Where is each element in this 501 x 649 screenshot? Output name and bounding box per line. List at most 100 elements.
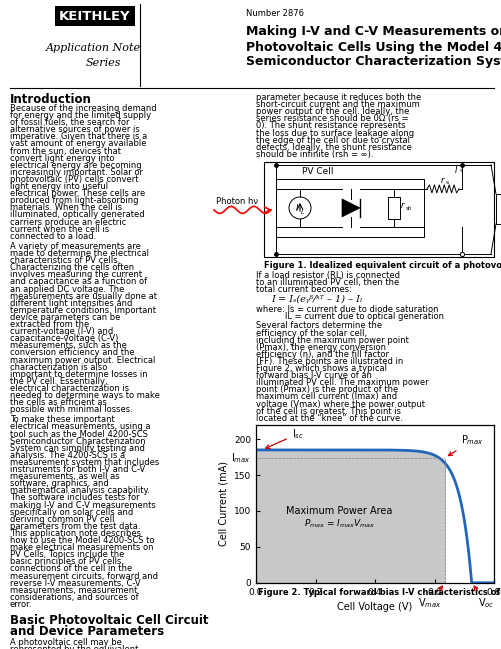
Text: Characterizing the cells often: Characterizing the cells often: [10, 263, 134, 272]
Text: device parameters can be: device parameters can be: [10, 313, 120, 322]
Text: photovoltaic (PV) cells convert: photovoltaic (PV) cells convert: [10, 175, 138, 184]
Text: series resistance should be 0Ω (rs =: series resistance should be 0Ω (rs =: [256, 114, 408, 123]
Text: Semiconductor Characterization System: Semiconductor Characterization System: [245, 56, 501, 69]
Text: Making I-V and C-V Measurements on Solar/: Making I-V and C-V Measurements on Solar…: [245, 25, 501, 38]
Text: (FF). These points are illustrated in: (FF). These points are illustrated in: [256, 357, 402, 366]
Text: measurements, such as the: measurements, such as the: [10, 341, 127, 350]
Text: To make these important: To make these important: [10, 415, 115, 424]
Text: Semiconductor Characterization: Semiconductor Characterization: [10, 437, 145, 446]
Text: r: r: [440, 177, 443, 186]
Text: P$_{max}$ = I$_{max}$V$_{max}$: P$_{max}$ = I$_{max}$V$_{max}$: [303, 518, 374, 530]
Text: should be infinite (rsh = ∞).: should be infinite (rsh = ∞).: [256, 150, 373, 159]
Text: important to determine losses in: important to determine losses in: [10, 370, 147, 379]
Text: alternative sources of power is: alternative sources of power is: [10, 125, 139, 134]
Text: I$_{max}$: I$_{max}$: [230, 451, 250, 465]
Text: of fossil fuels, the search for: of fossil fuels, the search for: [10, 118, 129, 127]
Text: total current becomes:: total current becomes:: [256, 285, 351, 294]
Text: making I-V and C-V measurements: making I-V and C-V measurements: [10, 500, 155, 509]
Text: Load: Load: [499, 202, 501, 211]
Text: I: I: [454, 166, 456, 175]
Text: error.: error.: [10, 600, 33, 609]
Text: short-circuit current and the maximum: short-circuit current and the maximum: [256, 100, 419, 109]
Text: for energy and the limited supply: for energy and the limited supply: [10, 111, 151, 120]
Text: If a load resistor (RL) is connected: If a load resistor (RL) is connected: [256, 271, 399, 280]
Text: maximum cell current (Imax) and: maximum cell current (Imax) and: [256, 393, 396, 401]
Text: mathematical analysis capability.: mathematical analysis capability.: [10, 486, 150, 495]
Text: Photovoltaic Cells Using the Model 4200-SCS: Photovoltaic Cells Using the Model 4200-…: [245, 40, 501, 53]
Text: needed to determine ways to make: needed to determine ways to make: [10, 391, 159, 400]
Text: Series: Series: [85, 58, 121, 68]
Y-axis label: Cell Current (mA): Cell Current (mA): [218, 461, 228, 546]
Text: materials. When the cell is: materials. When the cell is: [10, 203, 122, 212]
Text: an applied DC voltage. The: an applied DC voltage. The: [10, 284, 124, 293]
Text: vast amount of energy available: vast amount of energy available: [10, 140, 146, 149]
Text: the edge of the cell or due to crystal: the edge of the cell or due to crystal: [256, 136, 409, 145]
Text: I$_{sc}$: I$_{sc}$: [265, 427, 303, 448]
Text: temperature conditions. Important: temperature conditions. Important: [10, 306, 156, 315]
Text: electrical energy are becoming: electrical energy are becoming: [10, 161, 141, 170]
Text: possible with minimal losses.: possible with minimal losses.: [10, 405, 132, 414]
Text: of the cell is greatest. This point is: of the cell is greatest. This point is: [256, 407, 400, 415]
Text: software, graphics, and: software, graphics, and: [10, 479, 109, 488]
Text: Application Note: Application Note: [46, 43, 140, 53]
Text: measurement circuits, forward and: measurement circuits, forward and: [10, 572, 158, 580]
Text: Maximum Power Area: Maximum Power Area: [286, 506, 392, 516]
Text: illuminated, optically generated: illuminated, optically generated: [10, 210, 144, 219]
Text: Because of the increasing demand: Because of the increasing demand: [10, 104, 156, 113]
X-axis label: Cell Voltage (V): Cell Voltage (V): [337, 602, 412, 612]
Text: V$_{oc}$: V$_{oc}$: [473, 586, 493, 609]
Text: Number 2876: Number 2876: [245, 8, 304, 18]
Text: measurement system that includes: measurement system that includes: [10, 458, 159, 467]
Text: forward bias I-V curve of an: forward bias I-V curve of an: [256, 371, 371, 380]
Text: point (Pmax) is the product of the: point (Pmax) is the product of the: [256, 386, 397, 395]
Text: electrical power. These cells are: electrical power. These cells are: [10, 190, 145, 198]
Text: PV Cells. Topics include the: PV Cells. Topics include the: [10, 550, 124, 559]
FancyBboxPatch shape: [495, 194, 501, 224]
Text: IL = current due to optical generation: IL = current due to optical generation: [256, 312, 443, 321]
Text: specifically on solar cells and: specifically on solar cells and: [10, 508, 133, 517]
Text: deriving common PV cell: deriving common PV cell: [10, 515, 114, 524]
Text: including the maximum power point: including the maximum power point: [256, 336, 408, 345]
Text: represented by the equivalent: represented by the equivalent: [10, 645, 138, 649]
Text: located at the “knee” of the curve.: located at the “knee” of the curve.: [256, 413, 402, 422]
Text: from the sun, devices that: from the sun, devices that: [10, 147, 121, 156]
Text: measurements, measurement: measurements, measurement: [10, 585, 137, 594]
Text: defects. Ideally, the shunt resistance: defects. Ideally, the shunt resistance: [256, 143, 411, 152]
Text: efficiency of the solar cell,: efficiency of the solar cell,: [256, 328, 366, 337]
Text: and capacitance as a function of: and capacitance as a function of: [10, 277, 147, 286]
Text: current-voltage (I-V) and: current-voltage (I-V) and: [10, 327, 113, 336]
Text: to an illuminated PV cell, then the: to an illuminated PV cell, then the: [256, 278, 398, 287]
Text: System can simplify testing and: System can simplify testing and: [10, 444, 145, 453]
FancyBboxPatch shape: [276, 179, 423, 237]
Text: produced from light-absorbing: produced from light-absorbing: [10, 196, 138, 205]
Text: involves measuring the current: involves measuring the current: [10, 270, 142, 279]
Text: Basic Photovoltaic Cell Circuit: Basic Photovoltaic Cell Circuit: [10, 614, 208, 627]
Text: how to use the Model 4200-SCS to: how to use the Model 4200-SCS to: [10, 536, 154, 545]
Text: the PV cell. Essentially,: the PV cell. Essentially,: [10, 377, 107, 386]
Text: characterization is also: characterization is also: [10, 363, 107, 372]
Text: instruments for both I-V and C-V: instruments for both I-V and C-V: [10, 465, 145, 474]
Text: current when the cell is: current when the cell is: [10, 225, 109, 234]
FancyBboxPatch shape: [387, 197, 399, 219]
Text: PV Cell: PV Cell: [302, 167, 333, 176]
Text: the cells as efficient as: the cells as efficient as: [10, 398, 107, 407]
Text: conversion efficiency and the: conversion efficiency and the: [10, 349, 134, 358]
Text: efficiency (η), and the fill factor: efficiency (η), and the fill factor: [256, 350, 388, 359]
Text: maximum power output. Electrical: maximum power output. Electrical: [10, 356, 155, 365]
Text: and Device Parameters: and Device Parameters: [10, 625, 164, 638]
Text: s: s: [445, 180, 448, 186]
Text: Several factors determine the: Several factors determine the: [256, 321, 381, 330]
Text: different light intensities and: different light intensities and: [10, 299, 132, 308]
Text: increasingly important. Solar or: increasingly important. Solar or: [10, 168, 143, 177]
Text: Photon hν: Photon hν: [215, 197, 258, 206]
Text: extracted from the: extracted from the: [10, 320, 89, 329]
Text: made to determine the electrical: made to determine the electrical: [10, 249, 149, 258]
Text: convert light energy into: convert light energy into: [10, 154, 114, 163]
Text: measurements, as well as: measurements, as well as: [10, 472, 119, 481]
Text: capacitance-voltage (C-V): capacitance-voltage (C-V): [10, 334, 118, 343]
Text: This application note describes: This application note describes: [10, 529, 141, 538]
Text: power output of the cell. Ideally, the: power output of the cell. Ideally, the: [256, 107, 408, 116]
Text: connections of the cell in the: connections of the cell in the: [10, 565, 132, 574]
Text: parameter because it reduces both the: parameter because it reduces both the: [256, 93, 420, 102]
Text: characteristics of PV cells.: characteristics of PV cells.: [10, 256, 120, 265]
